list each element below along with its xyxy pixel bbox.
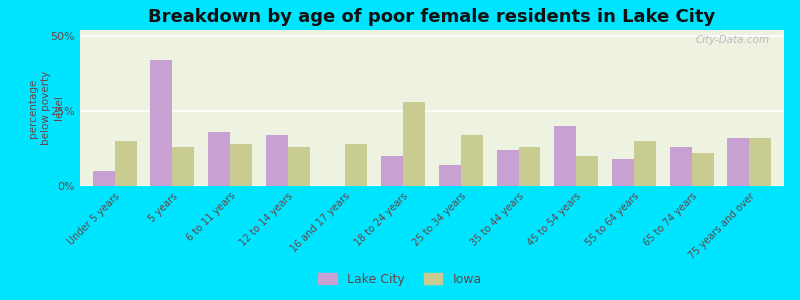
Bar: [382, 156, 403, 186]
Bar: [727, 138, 750, 186]
Bar: [230, 144, 252, 186]
Title: Breakdown by age of poor female residents in Lake City: Breakdown by age of poor female resident…: [148, 8, 716, 26]
Bar: [461, 135, 482, 186]
Text: City-Data.com: City-Data.com: [696, 35, 770, 45]
Bar: [497, 150, 518, 186]
Bar: [288, 147, 310, 186]
Bar: [634, 141, 656, 186]
Bar: [554, 126, 576, 186]
Bar: [612, 159, 634, 186]
Legend: Lake City, Iowa: Lake City, Iowa: [314, 268, 486, 291]
Bar: [114, 141, 137, 186]
Y-axis label: percentage
below poverty
level: percentage below poverty level: [28, 71, 65, 145]
Bar: [692, 153, 714, 186]
Bar: [439, 165, 461, 186]
Bar: [172, 147, 194, 186]
Bar: [346, 144, 367, 186]
Bar: [576, 156, 598, 186]
Bar: [208, 132, 230, 186]
Bar: [150, 60, 172, 186]
Bar: [750, 138, 771, 186]
Bar: [266, 135, 288, 186]
Bar: [670, 147, 692, 186]
Bar: [93, 171, 114, 186]
Bar: [403, 102, 425, 186]
Bar: [518, 147, 541, 186]
